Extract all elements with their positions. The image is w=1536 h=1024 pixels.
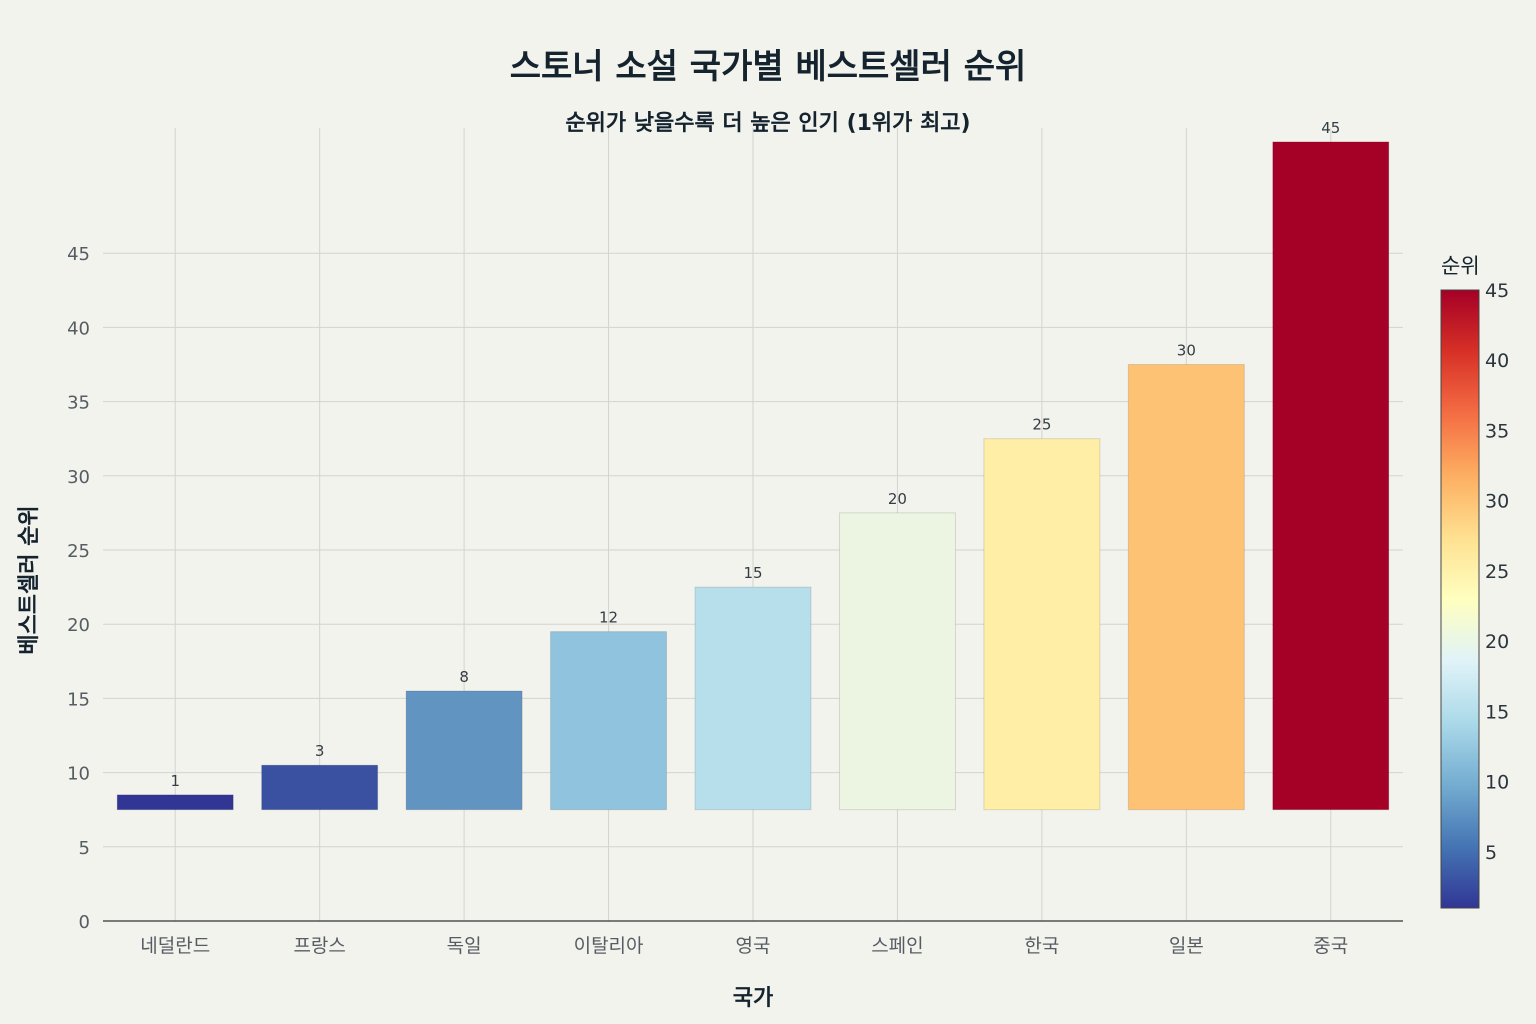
y-axis-title: 베스트셀러 순위 [17,505,42,654]
bar-4 [550,631,668,811]
data-label: 3 [315,742,325,760]
colorbar-tick-label: 30 [1485,491,1509,513]
y-tick-label: 45 [67,244,90,265]
bar-8 [1127,364,1245,811]
y-tick-label: 0 [79,912,90,933]
data-label: 20 [888,490,907,508]
bar-5 [694,586,812,811]
colorbar-tick-label: 40 [1485,350,1509,372]
y-tick-label: 40 [67,318,90,339]
x-tick-labels: 네덜란드 프랑스 독일 이탈리아 영국 스페인 한국 일본 중국 [140,935,1348,957]
data-label: 1 [170,772,180,790]
colorbar-gradient [1440,289,1480,909]
y-tick-label: 30 [67,467,90,488]
colorbar-tick-label: 10 [1485,772,1509,794]
bar-3 [405,690,523,811]
colorbar-title: 순위 [1441,254,1480,278]
bar-6 [838,512,956,811]
y-tick-labels: 0 5 10 15 20 25 30 35 40 45 [67,244,90,933]
data-label: 45 [1321,119,1340,137]
data-label: 8 [459,668,469,686]
colorbar-tick-label: 15 [1485,701,1509,723]
bar-9 [1272,141,1390,811]
bars [116,141,1390,811]
chart-subtitle: 순위가 낮을수록 더 높은 인기 (1위가 최고) [565,111,970,136]
x-tick-label: 네덜란드 [140,935,210,957]
colorbar: 순위 5 10 15 20 25 30 35 40 45 [1440,254,1509,909]
bar-2 [261,764,379,811]
bar-1 [116,794,234,811]
colorbar-ticks: 5 10 15 20 25 30 35 40 45 [1485,280,1509,864]
data-labels: 1 3 8 12 15 20 25 30 45 [170,119,1340,790]
chart-title: 스토너 소설 국가별 베스트셀러 순위 [510,47,1027,87]
colorbar-tick-label: 5 [1485,842,1497,864]
data-label: 25 [1032,416,1051,434]
x-tick-label: 한국 [1024,935,1059,957]
y-tick-label: 15 [67,689,90,710]
x-tick-label: 스페인 [871,935,923,957]
bar-7 [983,438,1101,811]
x-tick-label: 중국 [1313,935,1348,957]
x-tick-label: 일본 [1169,935,1204,957]
colorbar-tick-label: 45 [1485,280,1509,302]
y-tick-label: 35 [67,393,90,414]
x-tick-label: 이탈리아 [574,935,644,957]
colorbar-tick-label: 25 [1485,561,1509,583]
y-tick-label: 25 [67,541,90,562]
colorbar-tick-label: 35 [1485,420,1509,442]
y-tick-label: 5 [79,838,90,859]
data-label: 12 [599,609,618,627]
colorbar-tick-label: 20 [1485,631,1509,653]
x-tick-label: 영국 [736,935,771,957]
y-tick-label: 20 [67,615,90,636]
data-label: 30 [1177,342,1196,360]
x-axis-title: 국가 [733,986,773,1011]
x-tick-label: 독일 [447,935,482,957]
x-tick-label: 프랑스 [293,935,345,957]
y-tick-label: 10 [67,764,90,785]
data-label: 15 [743,564,762,582]
